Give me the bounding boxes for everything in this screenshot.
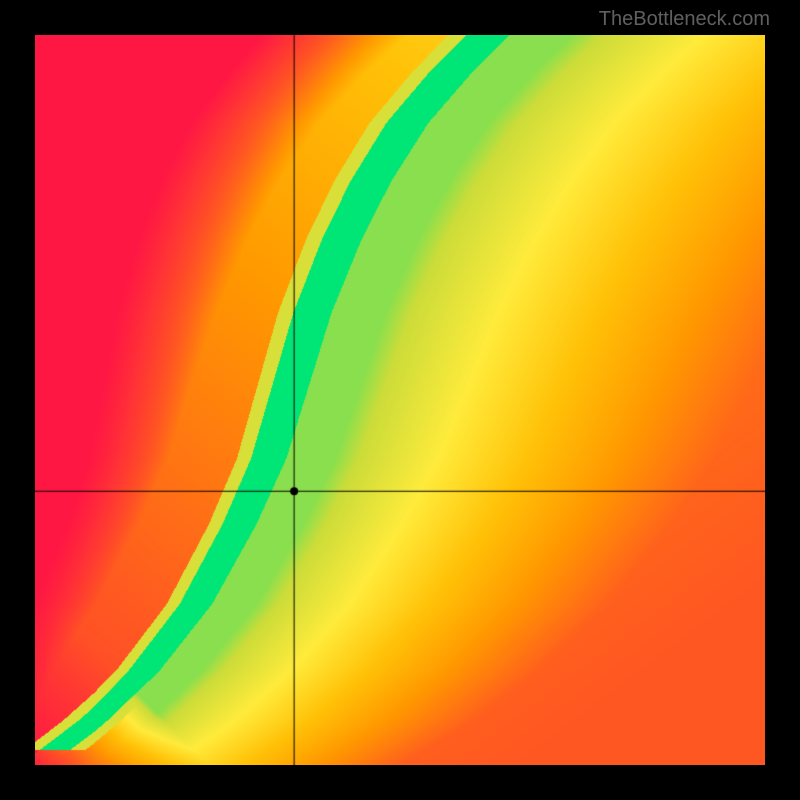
heatmap-chart <box>35 35 765 765</box>
watermark-text: TheBottleneck.com <box>599 8 770 31</box>
heatmap-canvas <box>35 35 765 765</box>
